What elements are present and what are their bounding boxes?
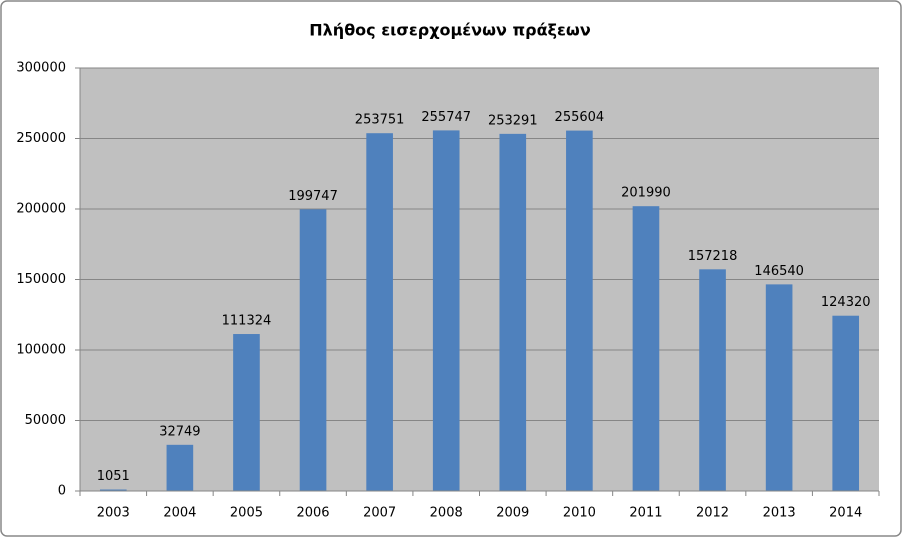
data-label: 111324 (222, 314, 272, 329)
bar (432, 130, 460, 491)
bar (699, 269, 726, 491)
data-label: 32749 (159, 424, 200, 439)
data-label: 201990 (621, 186, 671, 201)
bar (233, 334, 260, 491)
chart-title: Πλήθος εισερχομένων πράξεων (309, 21, 591, 40)
bar (166, 444, 194, 491)
data-label: 253291 (488, 113, 538, 128)
data-label: 253751 (355, 113, 405, 128)
data-label: 1051 (97, 469, 130, 484)
y-tick-label: 100000 (16, 343, 66, 358)
x-tick-label: 2010 (563, 506, 596, 521)
y-tick-label: 150000 (16, 272, 66, 287)
data-label: 255604 (555, 110, 605, 125)
bar (832, 315, 860, 491)
bar (499, 133, 527, 492)
y-tick-label: 300000 (16, 61, 66, 76)
x-tick-label: 2011 (629, 506, 662, 521)
bar (299, 209, 327, 491)
x-tick-label: 2004 (163, 506, 196, 521)
x-tick-label: 2005 (230, 506, 263, 521)
data-label: 199747 (288, 189, 338, 204)
y-tick-label: 0 (58, 484, 66, 499)
bar (99, 489, 127, 491)
y-tick-label: 250000 (16, 131, 66, 146)
bar (765, 284, 793, 491)
data-label: 157218 (688, 249, 738, 264)
data-label: 146540 (754, 264, 804, 279)
x-tick-label: 2008 (430, 506, 463, 521)
bar (366, 133, 393, 491)
x-tick-label: 2003 (97, 506, 130, 521)
x-tick-label: 2006 (296, 506, 329, 521)
y-tick-label: 200000 (16, 202, 66, 217)
data-label: 124320 (821, 295, 871, 310)
x-tick-label: 2009 (496, 506, 529, 521)
x-tick-label: 2007 (363, 506, 396, 521)
bar (566, 130, 593, 491)
y-tick-label: 50000 (25, 413, 66, 428)
x-tick-label: 2014 (829, 506, 862, 521)
bar (632, 206, 660, 492)
x-tick-label: 2013 (763, 506, 796, 521)
x-tick-label: 2012 (696, 506, 729, 521)
data-label: 255747 (421, 110, 471, 125)
